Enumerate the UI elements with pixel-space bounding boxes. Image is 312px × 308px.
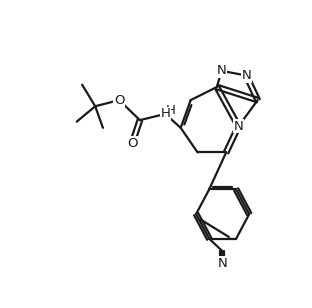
Text: N: N (217, 257, 227, 270)
Text: H: H (160, 107, 170, 120)
Text: N: N (241, 69, 251, 82)
Text: O: O (114, 94, 124, 107)
Text: N: N (234, 120, 243, 133)
Text: O: O (127, 137, 137, 150)
Text: H: H (166, 103, 176, 117)
Text: N: N (217, 64, 227, 77)
Text: O: O (127, 137, 137, 150)
Text: N: N (160, 107, 170, 120)
Text: O: O (114, 94, 124, 107)
